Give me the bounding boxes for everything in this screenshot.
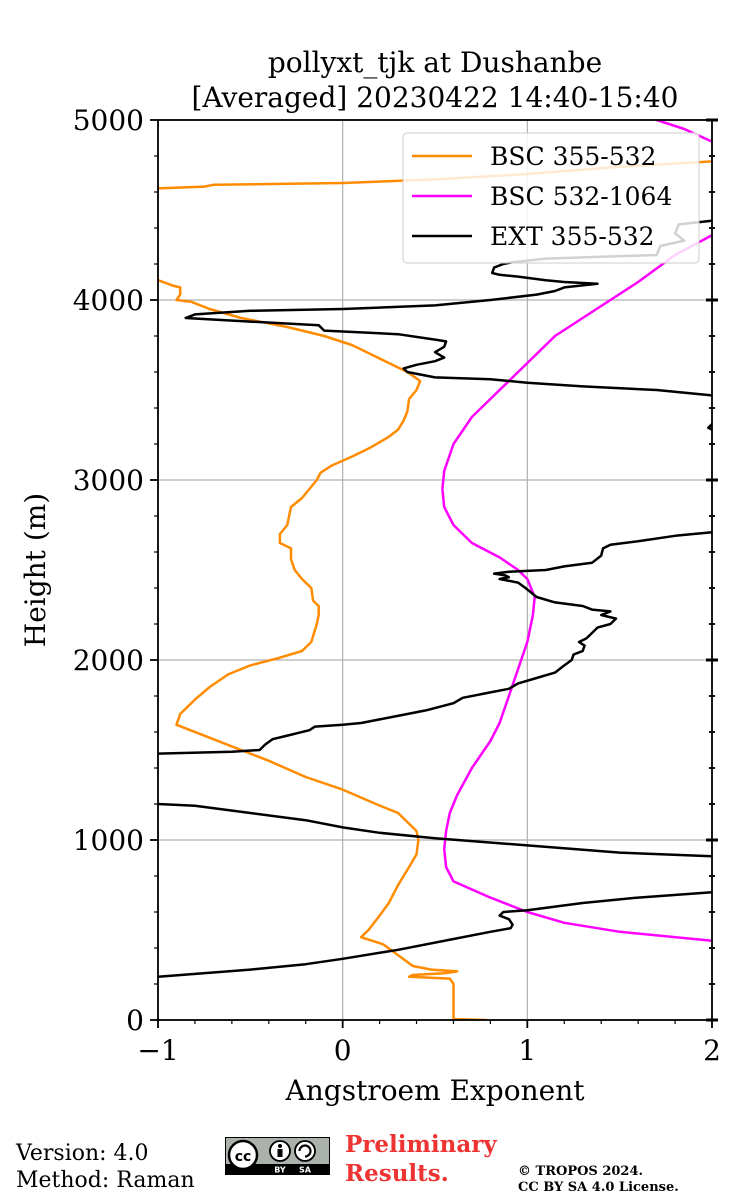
series-line-bsc-355-532 bbox=[158, 279, 487, 1020]
legend-box bbox=[402, 132, 700, 264]
cc-by-label: BY bbox=[274, 1166, 286, 1175]
x-tick-label: 2 bbox=[703, 1034, 721, 1067]
legend: BSC 355-532 BSC 532-1064 EXT 355-532 bbox=[402, 132, 700, 264]
cc-logo-icon bbox=[227, 1139, 259, 1171]
plot-frame bbox=[157, 119, 713, 1021]
y-tick-label: 4000 bbox=[73, 284, 144, 317]
x-tick-label: 1 bbox=[518, 1034, 536, 1067]
y-tick-label: 3000 bbox=[73, 464, 144, 497]
version-text: Version: 4.0 bbox=[16, 1141, 149, 1166]
method-text: Method: Raman bbox=[16, 1168, 195, 1193]
y-tick-label: 0 bbox=[126, 1004, 144, 1037]
legend-label-bsc-532-1064: BSC 532-1064 bbox=[490, 182, 672, 211]
copyright-line1: © TROPOS 2024. bbox=[518, 1164, 644, 1179]
series-line-bsc-532-1064 bbox=[656, 120, 712, 143]
x-axis-label: Angstroem Exponent bbox=[285, 1074, 586, 1107]
series-line-bsc-532-1064 bbox=[441, 234, 712, 943]
legend-label-ext-355-532: EXT 355-532 bbox=[490, 222, 655, 251]
x-tick-label: 0 bbox=[334, 1034, 352, 1067]
series-line-ext-355-532 bbox=[158, 802, 712, 858]
series-line-ext-355-532 bbox=[158, 890, 712, 979]
cc-by-sa-license-badge: cc BY SA bbox=[225, 1137, 330, 1175]
preliminary-line2: Results. bbox=[345, 1160, 449, 1187]
share-alike-icon bbox=[294, 1140, 316, 1162]
chart-title-line2: [Averaged] 20230422 14:40-15:40 bbox=[192, 81, 679, 114]
series-group bbox=[158, 120, 712, 1020]
chart-title-line1: pollyxt_tjk at Dushanbe bbox=[268, 46, 602, 79]
legend-label-bsc-355-532: BSC 355-532 bbox=[490, 142, 656, 171]
cc-sa-label: SA bbox=[299, 1166, 312, 1175]
y-tick-label: 2000 bbox=[73, 644, 144, 677]
preliminary-line1: Preliminary bbox=[345, 1131, 497, 1158]
y-tick-label: 5000 bbox=[73, 104, 144, 137]
copyright-notice: © TROPOS 2024. CC BY SA 4.0 License. bbox=[518, 1164, 679, 1196]
series-line-ext-355-532 bbox=[707, 423, 712, 431]
series-line-ext-355-532 bbox=[158, 530, 712, 755]
cc-logo-text: cc bbox=[235, 1149, 252, 1165]
x-tick-label: −1 bbox=[137, 1034, 178, 1067]
y-tick-label: 1000 bbox=[73, 824, 144, 857]
copyright-line2: CC BY SA 4.0 License. bbox=[518, 1180, 679, 1195]
y-axis-label: Height (m) bbox=[19, 493, 52, 647]
preliminary-results-notice: Preliminary Results. bbox=[345, 1130, 497, 1188]
